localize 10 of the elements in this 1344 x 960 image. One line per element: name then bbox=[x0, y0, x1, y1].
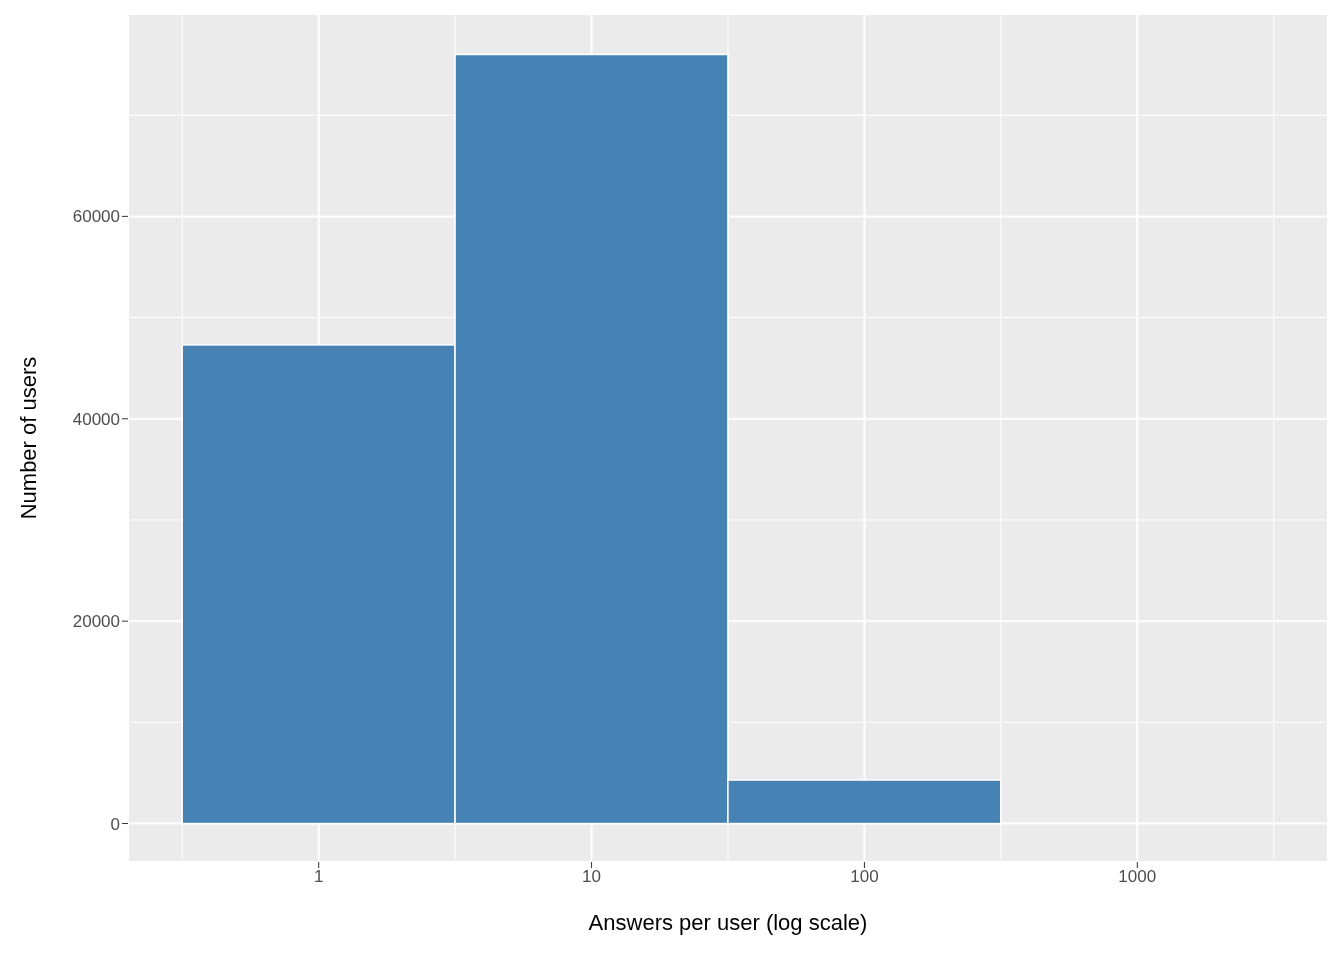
x-tick-label: 1 bbox=[313, 867, 324, 887]
y-tick-label: 0 bbox=[110, 814, 120, 834]
x-tick-label: 10 bbox=[582, 867, 602, 887]
x-tick-label: 1000 bbox=[1118, 867, 1157, 887]
y-tick-label: 20000 bbox=[72, 612, 120, 632]
y-tick-label: 40000 bbox=[72, 409, 120, 429]
y-axis-title: Number of users bbox=[15, 356, 41, 520]
x-tick-label: 100 bbox=[850, 867, 879, 887]
y-tick-label: 60000 bbox=[72, 207, 120, 227]
x-axis-title: Answers per user (log scale) bbox=[588, 910, 868, 935]
